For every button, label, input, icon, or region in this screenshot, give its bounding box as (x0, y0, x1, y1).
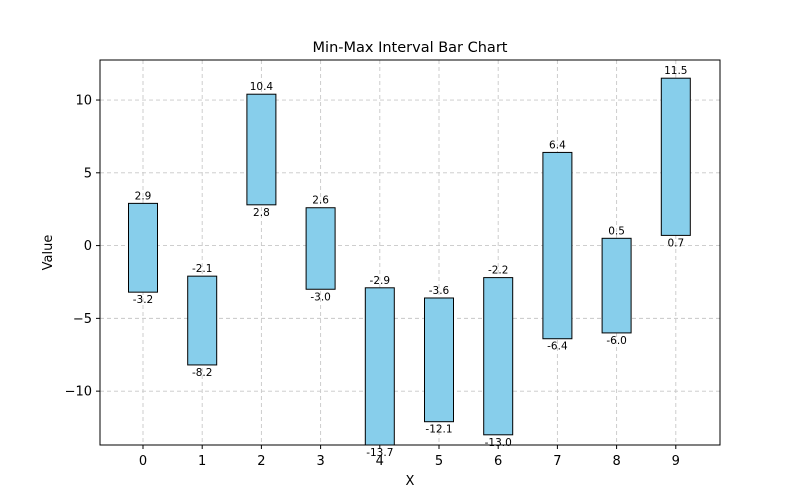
min-value-label: -3.2 (133, 294, 154, 306)
min-value-label: -3.0 (310, 291, 331, 303)
max-value-label: -3.6 (429, 285, 450, 297)
bar-layer (128, 77, 691, 445)
interval-bar (483, 277, 514, 436)
min-value-label: -13.0 (485, 437, 512, 449)
y-tick-label: 5 (84, 166, 92, 181)
max-value-label: -2.2 (488, 265, 509, 277)
min-value-label: -13.7 (366, 447, 393, 459)
x-tick-label: 5 (435, 454, 443, 469)
max-value-label: 2.9 (135, 190, 152, 202)
interval-bar (364, 287, 395, 445)
interval-bar (424, 297, 454, 423)
max-value-label: 6.4 (549, 139, 566, 151)
interval-bar (542, 151, 573, 340)
interval-bar (305, 207, 336, 290)
axis-layer: 0 1 2 3 4 5 6 7 8 9 −10 −5 0 5 10 (65, 94, 680, 469)
x-tick-label: 2 (257, 454, 265, 469)
interval-bar (187, 275, 218, 366)
max-value-label: 11.5 (664, 65, 687, 77)
x-tick-label: 7 (553, 454, 561, 469)
interval-bar (246, 93, 277, 206)
min-value-label: -12.1 (425, 424, 452, 436)
min-value-label: -6.0 (606, 335, 627, 347)
x-tick-label: 0 (139, 454, 147, 469)
max-value-label: 0.5 (608, 225, 625, 237)
y-tick-label: 10 (75, 94, 92, 109)
y-axis-label: Value (41, 235, 56, 271)
max-value-label: -2.1 (192, 263, 213, 275)
y-tick-label: −5 (73, 312, 92, 327)
min-value-label: -6.4 (547, 341, 568, 353)
plot-frame (99, 59, 721, 446)
x-tick-label: 1 (198, 454, 206, 469)
min-value-label: -8.2 (192, 367, 213, 379)
min-value-label: 0.7 (667, 237, 684, 249)
max-value-label: -2.9 (370, 275, 391, 287)
x-tick-label: 4 (376, 454, 384, 469)
max-value-label: 2.6 (312, 195, 329, 207)
x-tick-label: 8 (612, 454, 620, 469)
max-value-label: 10.4 (250, 81, 274, 93)
y-tick-label: −10 (65, 385, 92, 400)
chart-title: Min-Max Interval Bar Chart (313, 40, 508, 56)
data-label-layer: 2.9 -3.2 -2.1 -8.2 10.4 2.8 2.6 -3.0 -2.9 -13.7 -3… (133, 65, 688, 459)
x-tick-label: 3 (316, 454, 324, 469)
interval-bar (601, 237, 632, 334)
interval-bar (660, 77, 691, 236)
min-value-label: 2.8 (253, 207, 270, 219)
x-tick-label: 9 (672, 454, 680, 469)
interval-bar (128, 202, 158, 293)
y-tick-label: 0 (84, 239, 92, 254)
x-tick-label: 6 (494, 454, 502, 469)
x-axis-label: X (406, 474, 415, 489)
